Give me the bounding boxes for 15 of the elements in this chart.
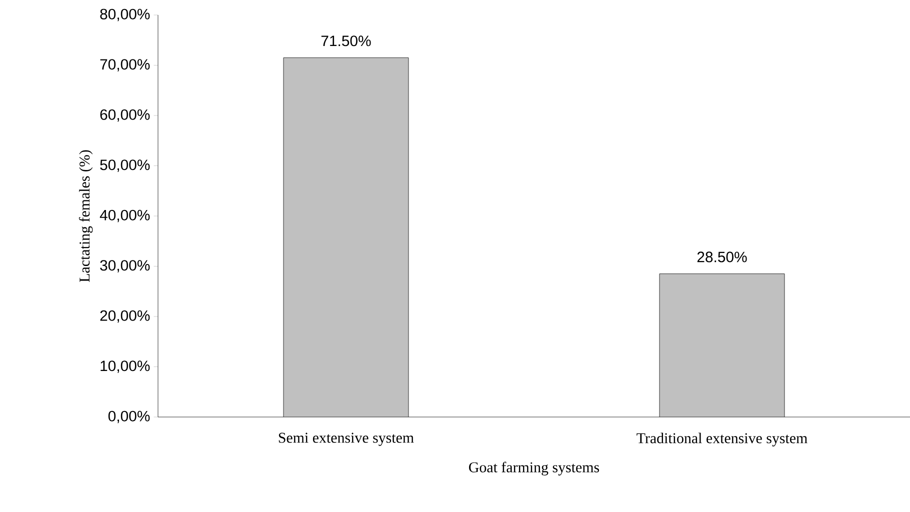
y-tick-label: 80,00% [100,8,150,22]
y-tick-label: 0,00% [108,410,150,424]
y-tick-label: 40,00% [100,210,150,222]
y-tick-label: 30,00% [100,260,150,272]
data-label: 28.50% [697,252,747,262]
y-tick-label: 10,00% [100,360,150,373]
y-axis-title: Lactating females (%) [78,150,93,282]
x-axis-title: Goat farming systems [469,462,600,476]
y-tick-label: 70,00% [100,59,150,72]
x-tick-label: Traditional extensive system [636,432,808,446]
x-tick-label: Semi extensive system [278,432,414,446]
y-tick-label: 50,00% [100,160,150,172]
y-tick-label: 20,00% [100,310,150,323]
y-tick-label: 60,00% [100,109,150,122]
data-label: 71.50% [321,36,371,46]
